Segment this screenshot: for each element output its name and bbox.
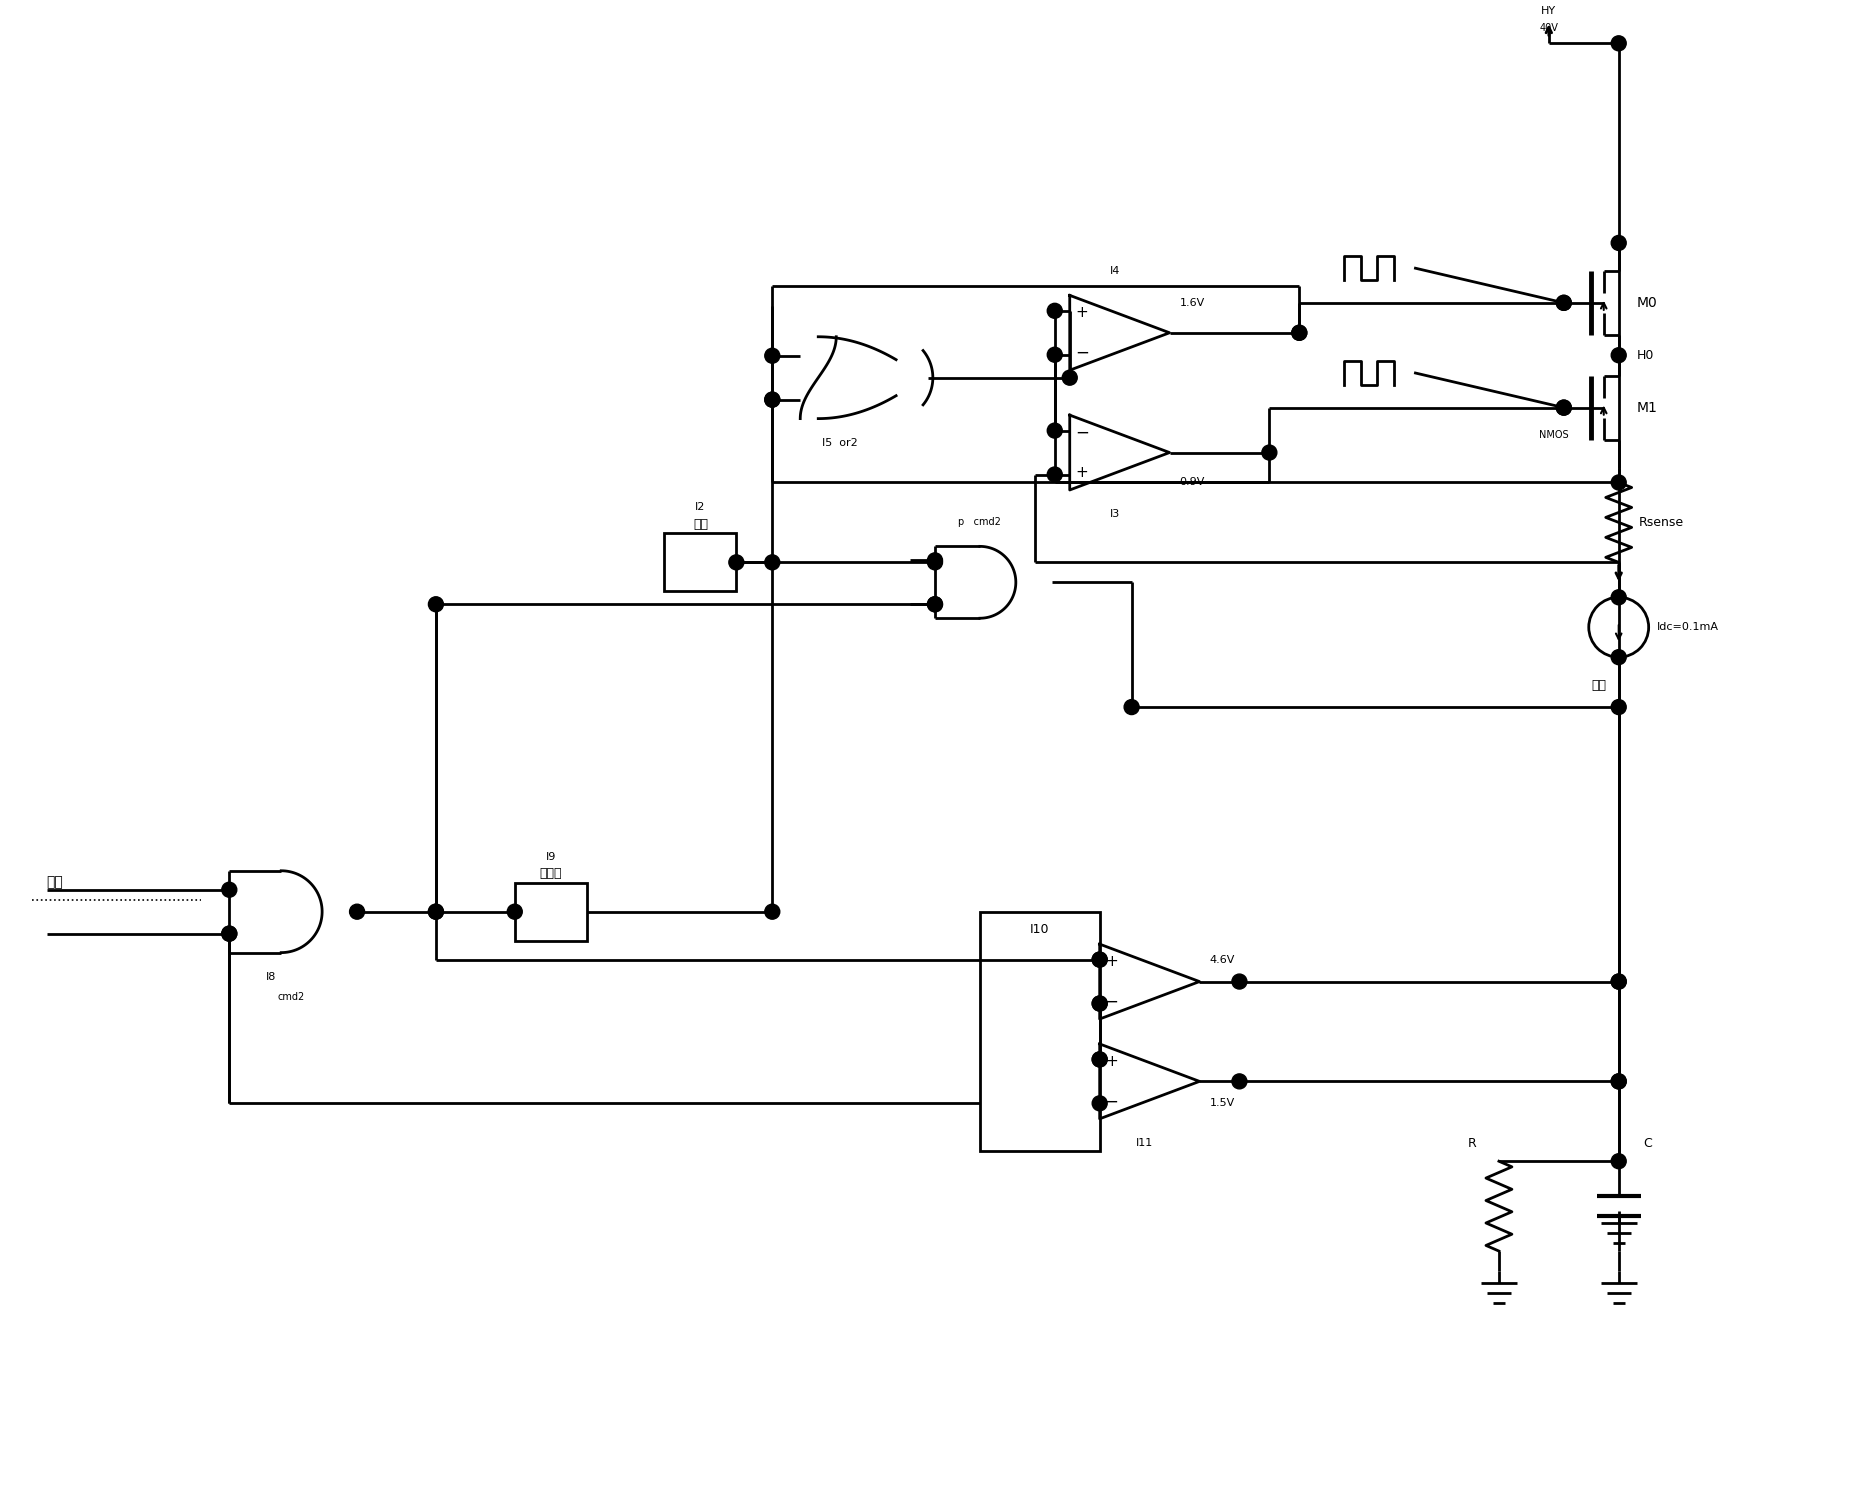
Circle shape: [428, 904, 443, 919]
Circle shape: [729, 555, 743, 570]
Text: 4.6V: 4.6V: [1209, 955, 1235, 965]
Circle shape: [1611, 348, 1626, 363]
Circle shape: [1048, 348, 1062, 363]
Circle shape: [1611, 36, 1626, 51]
Circle shape: [1092, 997, 1107, 1012]
Text: −: −: [1075, 424, 1088, 442]
FancyBboxPatch shape: [664, 534, 736, 591]
FancyBboxPatch shape: [981, 912, 1099, 1152]
Text: 40V: 40V: [1539, 24, 1557, 33]
Text: NMOS: NMOS: [1539, 430, 1568, 440]
Circle shape: [1611, 1074, 1626, 1089]
Circle shape: [222, 927, 237, 941]
Circle shape: [1092, 952, 1107, 967]
Circle shape: [1092, 952, 1107, 967]
Text: +: +: [1075, 306, 1088, 321]
Circle shape: [1231, 1074, 1248, 1089]
Circle shape: [927, 554, 942, 568]
Circle shape: [1611, 589, 1626, 604]
Circle shape: [222, 882, 237, 897]
Circle shape: [1556, 400, 1572, 415]
Text: +: +: [1105, 1053, 1118, 1068]
Circle shape: [766, 904, 781, 919]
Text: −: −: [1105, 992, 1118, 1010]
Text: 1.6V: 1.6V: [1179, 298, 1205, 307]
Text: 过流: 过流: [46, 874, 63, 889]
Circle shape: [766, 392, 781, 407]
Circle shape: [222, 927, 237, 941]
Circle shape: [428, 597, 443, 612]
Circle shape: [1062, 370, 1077, 385]
Text: Rsense: Rsense: [1639, 516, 1683, 530]
Text: I4: I4: [1109, 266, 1120, 276]
Circle shape: [1048, 303, 1062, 318]
Circle shape: [1611, 1074, 1626, 1089]
Text: −: −: [1105, 1092, 1118, 1110]
Circle shape: [350, 904, 365, 919]
Text: 脉冲: 脉冲: [693, 518, 708, 531]
Circle shape: [508, 904, 523, 919]
Text: M1: M1: [1637, 401, 1657, 415]
Circle shape: [1092, 997, 1107, 1012]
Text: 0.9V: 0.9V: [1179, 477, 1205, 488]
Circle shape: [1292, 325, 1307, 340]
Text: Idc=0.1mA: Idc=0.1mA: [1657, 622, 1719, 633]
Text: 负脉冲: 负脉冲: [540, 867, 562, 880]
Circle shape: [1092, 1095, 1107, 1112]
Text: H0: H0: [1637, 349, 1654, 361]
Text: C: C: [1644, 1137, 1652, 1150]
Text: cmd2: cmd2: [278, 992, 304, 1001]
Text: I9: I9: [545, 852, 556, 862]
Text: 1.5V: 1.5V: [1209, 1098, 1235, 1109]
Text: I8: I8: [265, 971, 276, 982]
Circle shape: [1611, 474, 1626, 489]
Text: I5  or2: I5 or2: [823, 437, 858, 448]
Text: 开关: 开关: [1593, 679, 1607, 692]
Circle shape: [1611, 236, 1626, 251]
Circle shape: [1611, 700, 1626, 715]
Circle shape: [927, 555, 942, 570]
Circle shape: [1556, 295, 1572, 310]
Circle shape: [927, 597, 942, 612]
Circle shape: [1092, 1052, 1107, 1067]
Text: +: +: [1075, 466, 1088, 480]
FancyBboxPatch shape: [515, 883, 586, 940]
Circle shape: [428, 904, 443, 919]
Circle shape: [1092, 1052, 1107, 1067]
Circle shape: [1611, 649, 1626, 664]
Circle shape: [766, 392, 781, 407]
Circle shape: [1611, 974, 1626, 989]
Circle shape: [1048, 467, 1062, 482]
Text: p   cmd2: p cmd2: [959, 518, 1001, 527]
Circle shape: [1556, 400, 1572, 415]
Circle shape: [1263, 445, 1277, 460]
Text: HY: HY: [1541, 6, 1556, 16]
Circle shape: [1556, 295, 1572, 310]
Text: +: +: [1105, 953, 1118, 970]
Text: I10: I10: [1031, 924, 1049, 935]
Circle shape: [766, 348, 781, 363]
Text: I2: I2: [695, 503, 706, 512]
Circle shape: [1292, 325, 1307, 340]
Circle shape: [766, 555, 781, 570]
Circle shape: [1231, 974, 1248, 989]
Text: I11: I11: [1137, 1138, 1153, 1149]
Circle shape: [927, 597, 942, 612]
Circle shape: [1611, 974, 1626, 989]
Text: R: R: [1468, 1137, 1478, 1150]
Circle shape: [1124, 700, 1138, 715]
Text: I3: I3: [1109, 509, 1120, 519]
Circle shape: [1611, 1153, 1626, 1168]
Circle shape: [1048, 424, 1062, 439]
Text: −: −: [1075, 343, 1088, 361]
Text: M0: M0: [1637, 295, 1657, 310]
